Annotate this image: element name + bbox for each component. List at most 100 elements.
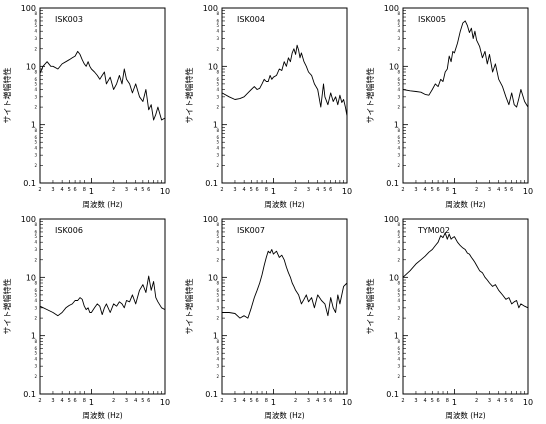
y-minor-tick-label: 3: [216, 94, 219, 99]
x-tick-label: 1: [89, 187, 94, 196]
y-minor-tick-label: 5: [397, 351, 400, 356]
x-tick-label: 4: [243, 187, 246, 193]
y-minor-tick-label: 5: [34, 234, 37, 239]
y-minor-tick-label: 2: [34, 257, 37, 262]
x-axis-label: 周波数 (Hz): [82, 410, 122, 420]
x-tick-label: 4: [316, 398, 319, 404]
y-minor-tick-label: 2: [216, 46, 219, 51]
y-minor-tick-label: 2: [397, 163, 400, 168]
plot-frame: [402, 218, 529, 395]
y-axis-label: サイト増幅特性: [184, 279, 194, 335]
y-minor-tick-label: 5: [34, 140, 37, 145]
station-title: ISK003: [55, 15, 83, 24]
x-tick-label: 4: [61, 398, 64, 404]
y-minor-tick-label: 4: [397, 29, 400, 34]
plot-frame: [221, 7, 348, 184]
x-tick-label: 6: [437, 398, 440, 404]
y-minor-tick-label: 8: [216, 222, 219, 227]
y-minor-tick-label: 8: [34, 222, 37, 227]
x-tick-label: 5: [141, 398, 144, 404]
y-minor-tick-label: 4: [216, 87, 219, 92]
y-tick-label: 100: [384, 4, 399, 13]
x-tick-label: 1: [271, 187, 276, 196]
x-tick-label: 3: [488, 398, 491, 404]
y-minor-tick-label: 2: [397, 316, 400, 321]
y-minor-tick-label: 2: [34, 374, 37, 379]
y-minor-tick-label: 5: [34, 351, 37, 356]
y-minor-tick-label: 3: [34, 94, 37, 99]
station-title: TYM002: [417, 226, 450, 235]
y-minor-tick-label: 5: [216, 234, 219, 239]
y-minor-tick-label: 2: [397, 105, 400, 110]
y-tick-label: 1: [31, 332, 36, 341]
y-tick-label: 0.1: [23, 179, 36, 188]
y-minor-tick-label: 4: [397, 356, 400, 361]
y-minor-tick-label: 3: [397, 305, 400, 310]
x-tick-label: 10: [523, 398, 533, 407]
x-tick-label: 2: [220, 187, 223, 193]
x-tick-label: 5: [504, 398, 507, 404]
x-tick-label: 5: [68, 187, 71, 193]
x-tick-label: 4: [61, 187, 64, 193]
x-axis-label: 周波数 (Hz): [445, 410, 485, 420]
y-minor-tick-label: 5: [216, 140, 219, 145]
x-tick-label: 5: [141, 187, 144, 193]
y-minor-tick-label: 6: [34, 77, 37, 82]
y-tick-label: 10: [208, 273, 218, 282]
y-minor-tick-label: 5: [397, 23, 400, 28]
x-tick-label: 3: [307, 187, 310, 193]
y-minor-tick-label: 3: [397, 153, 400, 158]
x-tick-label: 4: [243, 398, 246, 404]
y-minor-tick-label: 3: [397, 247, 400, 252]
x-axis-label: 周波数 (Hz): [445, 199, 485, 209]
x-tick-label: 3: [414, 398, 417, 404]
x-tick-label: 5: [250, 187, 253, 193]
plot-frame: [39, 7, 166, 184]
y-minor-tick-label: 6: [397, 135, 400, 140]
y-minor-tick-label: 8: [34, 339, 37, 344]
x-tick-label: 8: [446, 187, 449, 193]
y-minor-tick-label: 3: [397, 364, 400, 369]
y-minor-tick-label: 5: [216, 81, 219, 86]
x-tick-label: 3: [125, 187, 128, 193]
y-minor-tick-label: 4: [397, 240, 400, 245]
y-minor-tick-label: 3: [34, 364, 37, 369]
y-minor-tick-label: 2: [397, 46, 400, 51]
x-tick-label: 6: [437, 187, 440, 193]
x-tick-label: 5: [323, 187, 326, 193]
y-minor-tick-label: 5: [397, 140, 400, 145]
series-line: [222, 249, 348, 319]
y-minor-tick-label: 3: [216, 364, 219, 369]
x-tick-label: 3: [125, 398, 128, 404]
y-minor-tick-label: 2: [397, 257, 400, 262]
x-tick-label: 5: [504, 187, 507, 193]
y-minor-tick-label: 6: [34, 18, 37, 23]
y-minor-tick-label: 8: [397, 222, 400, 227]
y-minor-tick-label: 8: [34, 11, 37, 16]
x-tick-label: 10: [160, 187, 170, 196]
y-minor-tick-label: 6: [216, 18, 219, 23]
x-axis-label: 周波数 (Hz): [82, 199, 122, 209]
x-tick-label: 5: [68, 398, 71, 404]
y-minor-tick-label: 4: [34, 87, 37, 92]
x-tick-label: 6: [74, 187, 77, 193]
y-minor-tick-label: 8: [34, 128, 37, 133]
y-minor-tick-label: 2: [216, 163, 219, 168]
station-title: ISK005: [418, 15, 446, 24]
y-minor-tick-label: 6: [34, 288, 37, 293]
y-tick-label: 0.1: [386, 390, 399, 399]
series-line: [39, 275, 166, 317]
x-tick-label: 8: [265, 187, 268, 193]
x-tick-label: 2: [38, 398, 41, 404]
x-tick-label: 3: [51, 398, 54, 404]
y-minor-tick-label: 4: [34, 298, 37, 303]
x-tick-label: 4: [316, 187, 319, 193]
y-minor-tick-label: 8: [216, 339, 219, 344]
y-minor-tick-label: 4: [397, 87, 400, 92]
y-minor-tick-label: 2: [216, 257, 219, 262]
y-minor-tick-label: 2: [34, 46, 37, 51]
y-tick-label: 10: [389, 273, 399, 282]
x-tick-label: 6: [147, 187, 150, 193]
